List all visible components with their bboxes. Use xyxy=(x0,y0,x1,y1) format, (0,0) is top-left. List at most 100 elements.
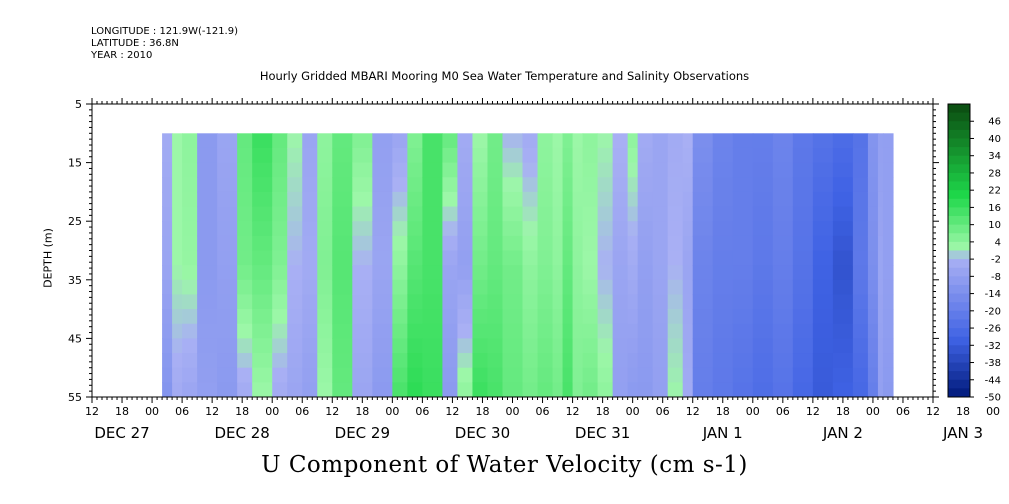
heatmap-cell xyxy=(537,279,554,296)
x-hour-label: 00 xyxy=(506,405,520,418)
heatmap-cell xyxy=(182,265,198,281)
heatmap-cell xyxy=(302,309,318,325)
x-hour-label: 00 xyxy=(385,405,399,418)
heatmap-cell xyxy=(552,265,564,281)
heatmap-cell xyxy=(627,294,639,310)
x-hour-label: 00 xyxy=(626,405,640,418)
heatmap-cell xyxy=(712,191,734,208)
heatmap-cell xyxy=(692,323,714,339)
heatmap-cell xyxy=(372,162,393,178)
heatmap-cell xyxy=(217,265,238,281)
heatmap-cell xyxy=(182,221,198,237)
heatmap-cell xyxy=(667,191,684,208)
heatmap-cell xyxy=(752,250,774,266)
heatmap-cell xyxy=(637,206,654,222)
heatmap-cell xyxy=(612,177,629,193)
heatmap-cell xyxy=(612,191,629,208)
heatmap-cell xyxy=(442,323,459,339)
heatmap-cell xyxy=(217,221,238,237)
colorbar-band xyxy=(948,284,970,294)
heatmap-cell xyxy=(302,338,318,354)
heatmap-cell xyxy=(867,338,879,354)
heatmap-cell xyxy=(372,323,393,339)
heatmap-cell xyxy=(392,382,408,397)
heatmap-cell xyxy=(287,162,303,178)
heatmap-cell xyxy=(287,177,303,193)
colorbar-band xyxy=(948,328,970,338)
heatmap-cell xyxy=(692,309,714,325)
heatmap-cell xyxy=(667,250,684,266)
heatmap-cell xyxy=(867,133,879,149)
heatmap-cell xyxy=(332,294,353,310)
heatmap-cell xyxy=(692,221,714,237)
heatmap-cell xyxy=(332,177,353,193)
heatmap-cell xyxy=(612,147,629,164)
heatmap-cell xyxy=(572,382,584,397)
heatmap-cell xyxy=(172,177,183,193)
heatmap-cell xyxy=(712,279,734,296)
heatmap-cell xyxy=(597,367,614,383)
heatmap-cell xyxy=(332,206,353,222)
heatmap-cell xyxy=(422,191,444,208)
heatmap-cell xyxy=(197,162,218,178)
heatmap-cell xyxy=(407,265,423,281)
colorbar-frame xyxy=(947,103,971,398)
heatmap-cell xyxy=(252,177,273,193)
heatmap-cell xyxy=(272,353,288,369)
heatmap-cell xyxy=(502,279,524,296)
heatmap-cell xyxy=(252,191,273,208)
heatmap-cell xyxy=(562,279,574,296)
heatmap-cell xyxy=(537,133,554,149)
heatmap-cell xyxy=(317,235,333,252)
heatmap-cell xyxy=(682,338,694,354)
heatmap-cell xyxy=(682,191,694,208)
heatmap-cell xyxy=(792,294,814,310)
heatmap-cell xyxy=(537,191,554,208)
heatmap-cell xyxy=(487,279,504,296)
heatmap-cell xyxy=(597,133,614,149)
heatmap-cell xyxy=(487,323,504,339)
heatmap-cell xyxy=(732,177,754,193)
heatmap-cell xyxy=(552,294,564,310)
heatmap-cell xyxy=(877,382,884,397)
heatmap-cell xyxy=(272,177,288,193)
heatmap-cell xyxy=(852,323,869,339)
heatmap-cell xyxy=(812,191,834,208)
heatmap-cell xyxy=(162,250,173,266)
x-hour-label: 18 xyxy=(115,405,129,418)
heatmap-cell xyxy=(162,367,173,383)
heatmap-cell xyxy=(637,147,654,164)
heatmap-cell xyxy=(537,382,554,397)
colorbar-band xyxy=(948,155,970,165)
heatmap-cell xyxy=(612,353,629,369)
heatmap-cell xyxy=(852,367,869,383)
heatmap-cell xyxy=(287,147,303,164)
heatmap-cell xyxy=(652,147,669,164)
heatmap-cell xyxy=(522,367,539,383)
heatmap-cell xyxy=(732,235,754,252)
heatmap-cell xyxy=(332,265,353,281)
heatmap-cell xyxy=(352,250,373,266)
heatmap-cell xyxy=(217,367,238,383)
heatmap-cell xyxy=(352,235,373,252)
heatmap-cell xyxy=(162,133,173,149)
heatmap-cell xyxy=(392,221,408,237)
x-day-label: DEC 31 xyxy=(575,424,630,442)
heatmap-cell xyxy=(252,367,273,383)
heatmap-cell xyxy=(552,162,564,178)
heatmap-cell xyxy=(882,147,894,164)
x-day-label: DEC 30 xyxy=(455,424,510,442)
heatmap-cell xyxy=(552,338,564,354)
heatmap-cell xyxy=(682,367,694,383)
heatmap-cell xyxy=(317,177,333,193)
colorbar-label: -2 xyxy=(991,255,1001,266)
heatmap-cell xyxy=(752,177,774,193)
heatmap-cell xyxy=(182,294,198,310)
heatmap-cell xyxy=(182,162,198,178)
heatmap-cell xyxy=(442,250,459,266)
x-hour-label: 12 xyxy=(686,405,700,418)
heatmap-cell xyxy=(272,162,288,178)
heatmap-cell xyxy=(442,133,459,149)
heatmap-cell xyxy=(252,250,273,266)
heatmap-cell xyxy=(582,133,599,149)
